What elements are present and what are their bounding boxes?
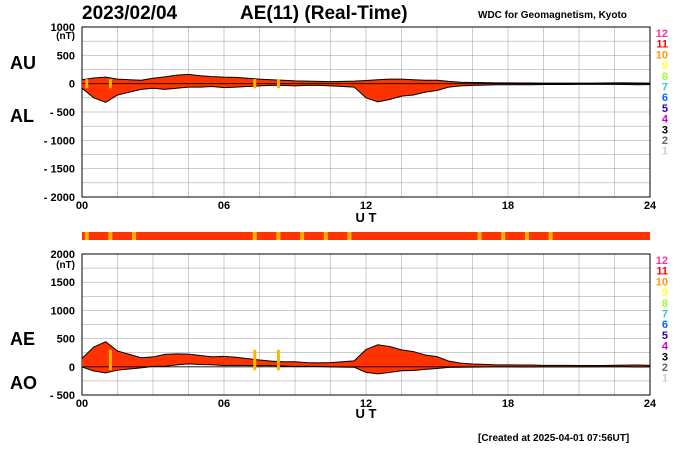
al-label: AL	[10, 106, 34, 126]
series-line-au	[81, 73, 651, 84]
station-count-marker	[477, 232, 482, 240]
y-tick-label: 1000	[51, 22, 75, 34]
station-scale-label: 6	[662, 319, 668, 331]
x-tick-label: 12	[360, 200, 372, 212]
y-unit-label: (nT)	[56, 260, 75, 271]
station-count-marker	[548, 232, 553, 240]
data-source: WDC for Geomagnetism, Kyoto	[478, 10, 627, 21]
station-drop-marker	[108, 349, 112, 371]
station-drop-marker	[253, 349, 257, 371]
x-tick-label: 12	[360, 398, 372, 410]
x-axis-label: U T	[356, 210, 377, 225]
station-drop-marker	[253, 79, 257, 89]
series-area-fill	[82, 341, 650, 374]
plot-frame	[81, 26, 651, 198]
y-tick-label: 1000	[51, 305, 75, 317]
station-scale-label: 9	[662, 60, 668, 72]
x-tick-label: 18	[502, 398, 514, 410]
y-tick-label: - 2000	[44, 192, 75, 204]
series-area-fill	[82, 74, 650, 103]
x-tick-label: 06	[218, 200, 230, 212]
station-scale-label: 8	[662, 298, 668, 310]
station-count-marker	[84, 232, 89, 240]
x-tick-label: 24	[644, 398, 657, 410]
station-scale-label: 9	[662, 287, 668, 299]
chart-date: 2023/02/04	[82, 3, 178, 24]
station-count-marker	[323, 232, 328, 240]
x-tick-label: 18	[502, 200, 514, 212]
station-drop-marker	[108, 79, 112, 89]
plot-frame	[81, 253, 651, 396]
x-tick-label: 24	[644, 200, 657, 212]
station-count-marker	[524, 232, 529, 240]
station-count-marker	[108, 232, 113, 240]
y-tick-label: - 1000	[44, 135, 75, 147]
station-count-marker	[501, 232, 506, 240]
station-scale-label: 5	[662, 103, 668, 115]
station-scale-label: 4	[662, 341, 669, 353]
station-scale-label: 2	[662, 362, 668, 374]
station-drop-marker	[85, 79, 89, 89]
station-drop-marker	[276, 349, 280, 371]
station-scale-label: 7	[662, 309, 668, 321]
station-scale-label: 12	[656, 255, 668, 267]
station-count-marker	[300, 232, 305, 240]
y-tick-label: 500	[57, 50, 75, 62]
y-tick-label: 0	[69, 79, 75, 91]
station-scale-label: 3	[662, 351, 668, 363]
y-tick-label: 0	[69, 362, 75, 374]
station-scale-label: 8	[662, 71, 668, 83]
x-axis-label: U T	[356, 406, 377, 421]
chart-title: AE(11) (Real-Time)	[240, 3, 408, 24]
series-line-al	[81, 83, 651, 103]
station-drop-marker	[276, 79, 280, 89]
ae-label: AE	[10, 329, 36, 349]
station-scale-label: 7	[662, 82, 668, 94]
y-tick-label: - 500	[50, 390, 75, 402]
station-scale-label: 1	[662, 146, 668, 158]
y-unit-label: (nT)	[56, 31, 75, 42]
created-timestamp: [Created at 2025-04-01 07:56UT]	[478, 433, 630, 444]
station-count-marker	[132, 232, 137, 240]
station-scale-label: 12	[656, 28, 668, 40]
station-scale-label: 4	[662, 114, 669, 126]
station-scale-label: 10	[656, 276, 668, 288]
panel-ae-ao	[81, 253, 651, 396]
station-scale-label: 10	[656, 49, 668, 61]
y-tick-label: - 500	[50, 107, 75, 119]
y-tick-label: 500	[57, 334, 75, 346]
x-tick-label: 06	[218, 398, 230, 410]
y-tick-label: 2000	[51, 249, 75, 261]
station-scale-label: 5	[662, 330, 668, 342]
station-count-strip	[82, 232, 650, 240]
station-count-marker	[347, 232, 352, 240]
station-scale-label: 11	[656, 266, 668, 278]
station-scale-label: 11	[656, 39, 668, 51]
y-tick-label: 1500	[51, 277, 75, 289]
station-count-marker	[252, 232, 257, 240]
ao-label: AO	[10, 373, 37, 393]
panel-au-al	[81, 26, 651, 198]
station-scale-label: 6	[662, 92, 668, 104]
station-scale-label: 3	[662, 124, 668, 136]
station-scale-label: 2	[662, 135, 668, 147]
x-tick-label: 00	[76, 200, 88, 212]
au-label: AU	[10, 53, 36, 73]
series-line-ae	[81, 341, 651, 367]
station-count-marker	[276, 232, 281, 240]
station-scale-label: 1	[662, 373, 668, 385]
y-tick-label: - 1500	[44, 164, 75, 176]
x-tick-label: 00	[76, 398, 88, 410]
